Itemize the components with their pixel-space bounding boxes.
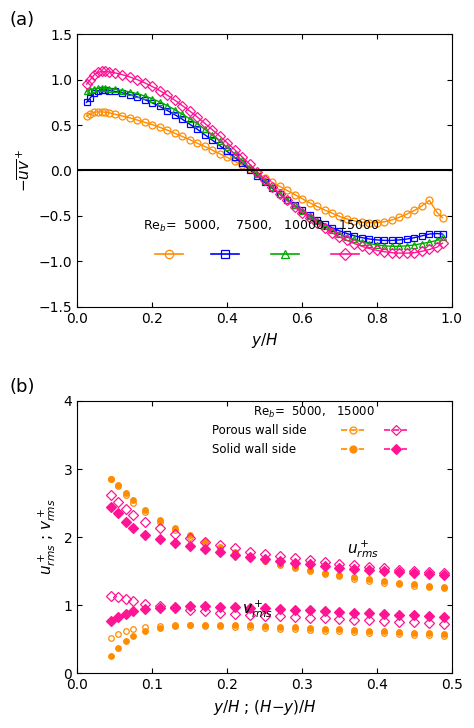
Y-axis label: $u^+_{rms}$ ; $v^+_{rms}$: $u^+_{rms}$ ; $v^+_{rms}$ — [36, 499, 58, 575]
X-axis label: $y/H$ ; $(H{-}y)/H$: $y/H$ ; $(H{-}y)/H$ — [213, 698, 317, 717]
Text: Re$_b$=  5000,    7500,   10000,   15000: Re$_b$= 5000, 7500, 10000, 15000 — [143, 218, 380, 234]
Text: (a): (a) — [10, 11, 35, 29]
Y-axis label: $-\overline{uv}^+$: $-\overline{uv}^+$ — [16, 149, 33, 192]
Text: (b): (b) — [10, 378, 35, 395]
Text: Solid wall side: Solid wall side — [212, 443, 296, 456]
Text: $u^+_{rms}$: $u^+_{rms}$ — [347, 538, 379, 560]
Text: Porous wall side: Porous wall side — [212, 424, 307, 437]
Text: Re$_b$=  5000,   15000: Re$_b$= 5000, 15000 — [253, 405, 375, 420]
X-axis label: $y/H$: $y/H$ — [251, 331, 278, 350]
Text: $v^+_{rms}$: $v^+_{rms}$ — [242, 598, 273, 620]
